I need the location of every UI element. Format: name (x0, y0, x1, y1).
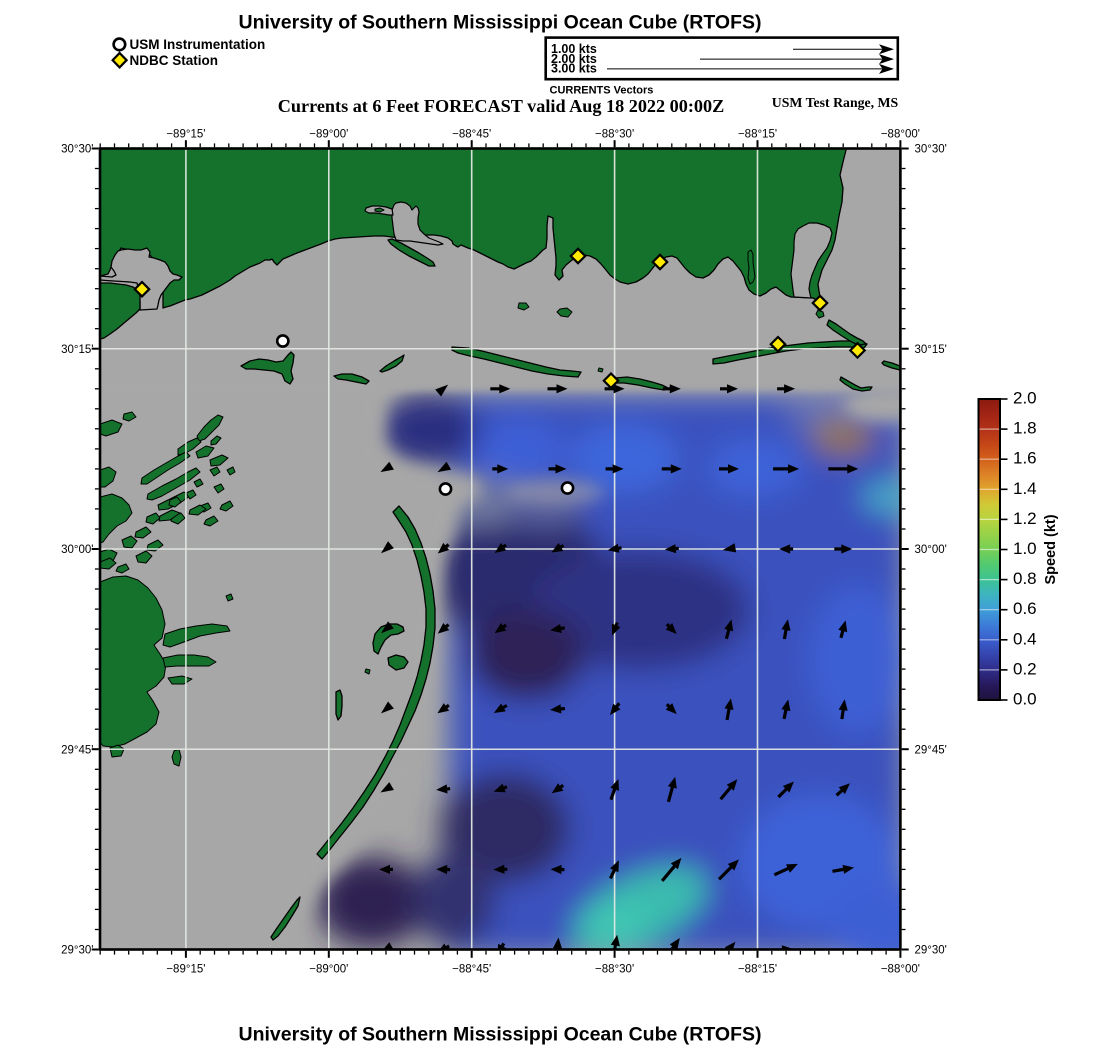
svg-text:30°00': 30°00' (61, 544, 93, 556)
svg-text:NDBC Station: NDBC Station (130, 53, 219, 68)
svg-text:−88°00': −88°00' (881, 129, 920, 141)
svg-text:0.8: 0.8 (1013, 569, 1037, 588)
svg-text:−89°15': −89°15' (166, 964, 205, 976)
svg-text:1.00 kts: 1.00 kts (551, 42, 597, 56)
svg-text:30°00': 30°00' (915, 544, 947, 556)
svg-text:0.4: 0.4 (1013, 629, 1037, 648)
svg-text:2.00 kts: 2.00 kts (551, 52, 597, 66)
svg-text:University of Southern Mississ: University of Southern Mississippi Ocean… (239, 1024, 762, 1046)
svg-text:−89°15': −89°15' (166, 129, 205, 141)
svg-text:−88°30': −88°30' (595, 129, 634, 141)
svg-text:29°30': 29°30' (61, 945, 93, 957)
svg-text:−88°15': −88°15' (738, 964, 777, 976)
svg-text:29°45': 29°45' (61, 744, 93, 756)
svg-text:CURRENTS Vectors: CURRENTS Vectors (550, 85, 654, 97)
svg-text:−88°15': −88°15' (738, 129, 777, 141)
svg-text:29°45': 29°45' (915, 744, 947, 756)
svg-text:1.8: 1.8 (1013, 419, 1037, 438)
svg-text:−88°45': −88°45' (452, 129, 491, 141)
svg-text:29°30': 29°30' (915, 945, 947, 957)
svg-text:USM Test Range, MS: USM Test Range, MS (772, 95, 899, 110)
svg-text:1.4: 1.4 (1013, 479, 1037, 498)
svg-text:Speed (kt): Speed (kt) (1043, 514, 1059, 584)
svg-text:1.0: 1.0 (1013, 539, 1037, 558)
svg-text:0.2: 0.2 (1013, 659, 1037, 678)
svg-text:30°15': 30°15' (61, 344, 93, 356)
svg-text:2.0: 2.0 (1013, 389, 1037, 408)
svg-text:30°30': 30°30' (61, 144, 93, 156)
svg-text:−88°30': −88°30' (595, 964, 634, 976)
svg-text:−88°00': −88°00' (881, 964, 920, 976)
svg-text:−89°00': −89°00' (309, 964, 348, 976)
svg-text:−89°00': −89°00' (309, 129, 348, 141)
svg-text:1.6: 1.6 (1013, 449, 1037, 468)
svg-text:1.2: 1.2 (1013, 509, 1037, 528)
svg-text:0.6: 0.6 (1013, 599, 1037, 618)
svg-text:−88°45': −88°45' (452, 964, 491, 976)
svg-text:0.0: 0.0 (1013, 690, 1037, 709)
svg-text:30°15': 30°15' (915, 344, 947, 356)
svg-text:University of Southern Mississ: University of Southern Mississippi Ocean… (239, 12, 762, 34)
svg-text:3.00 kts: 3.00 kts (551, 62, 597, 76)
svg-text:USM Instrumentation: USM Instrumentation (130, 37, 266, 52)
svg-text:30°30': 30°30' (915, 144, 947, 156)
svg-text:Currents at 6 Feet FORECAST va: Currents at 6 Feet FORECAST valid Aug 18… (278, 96, 724, 116)
